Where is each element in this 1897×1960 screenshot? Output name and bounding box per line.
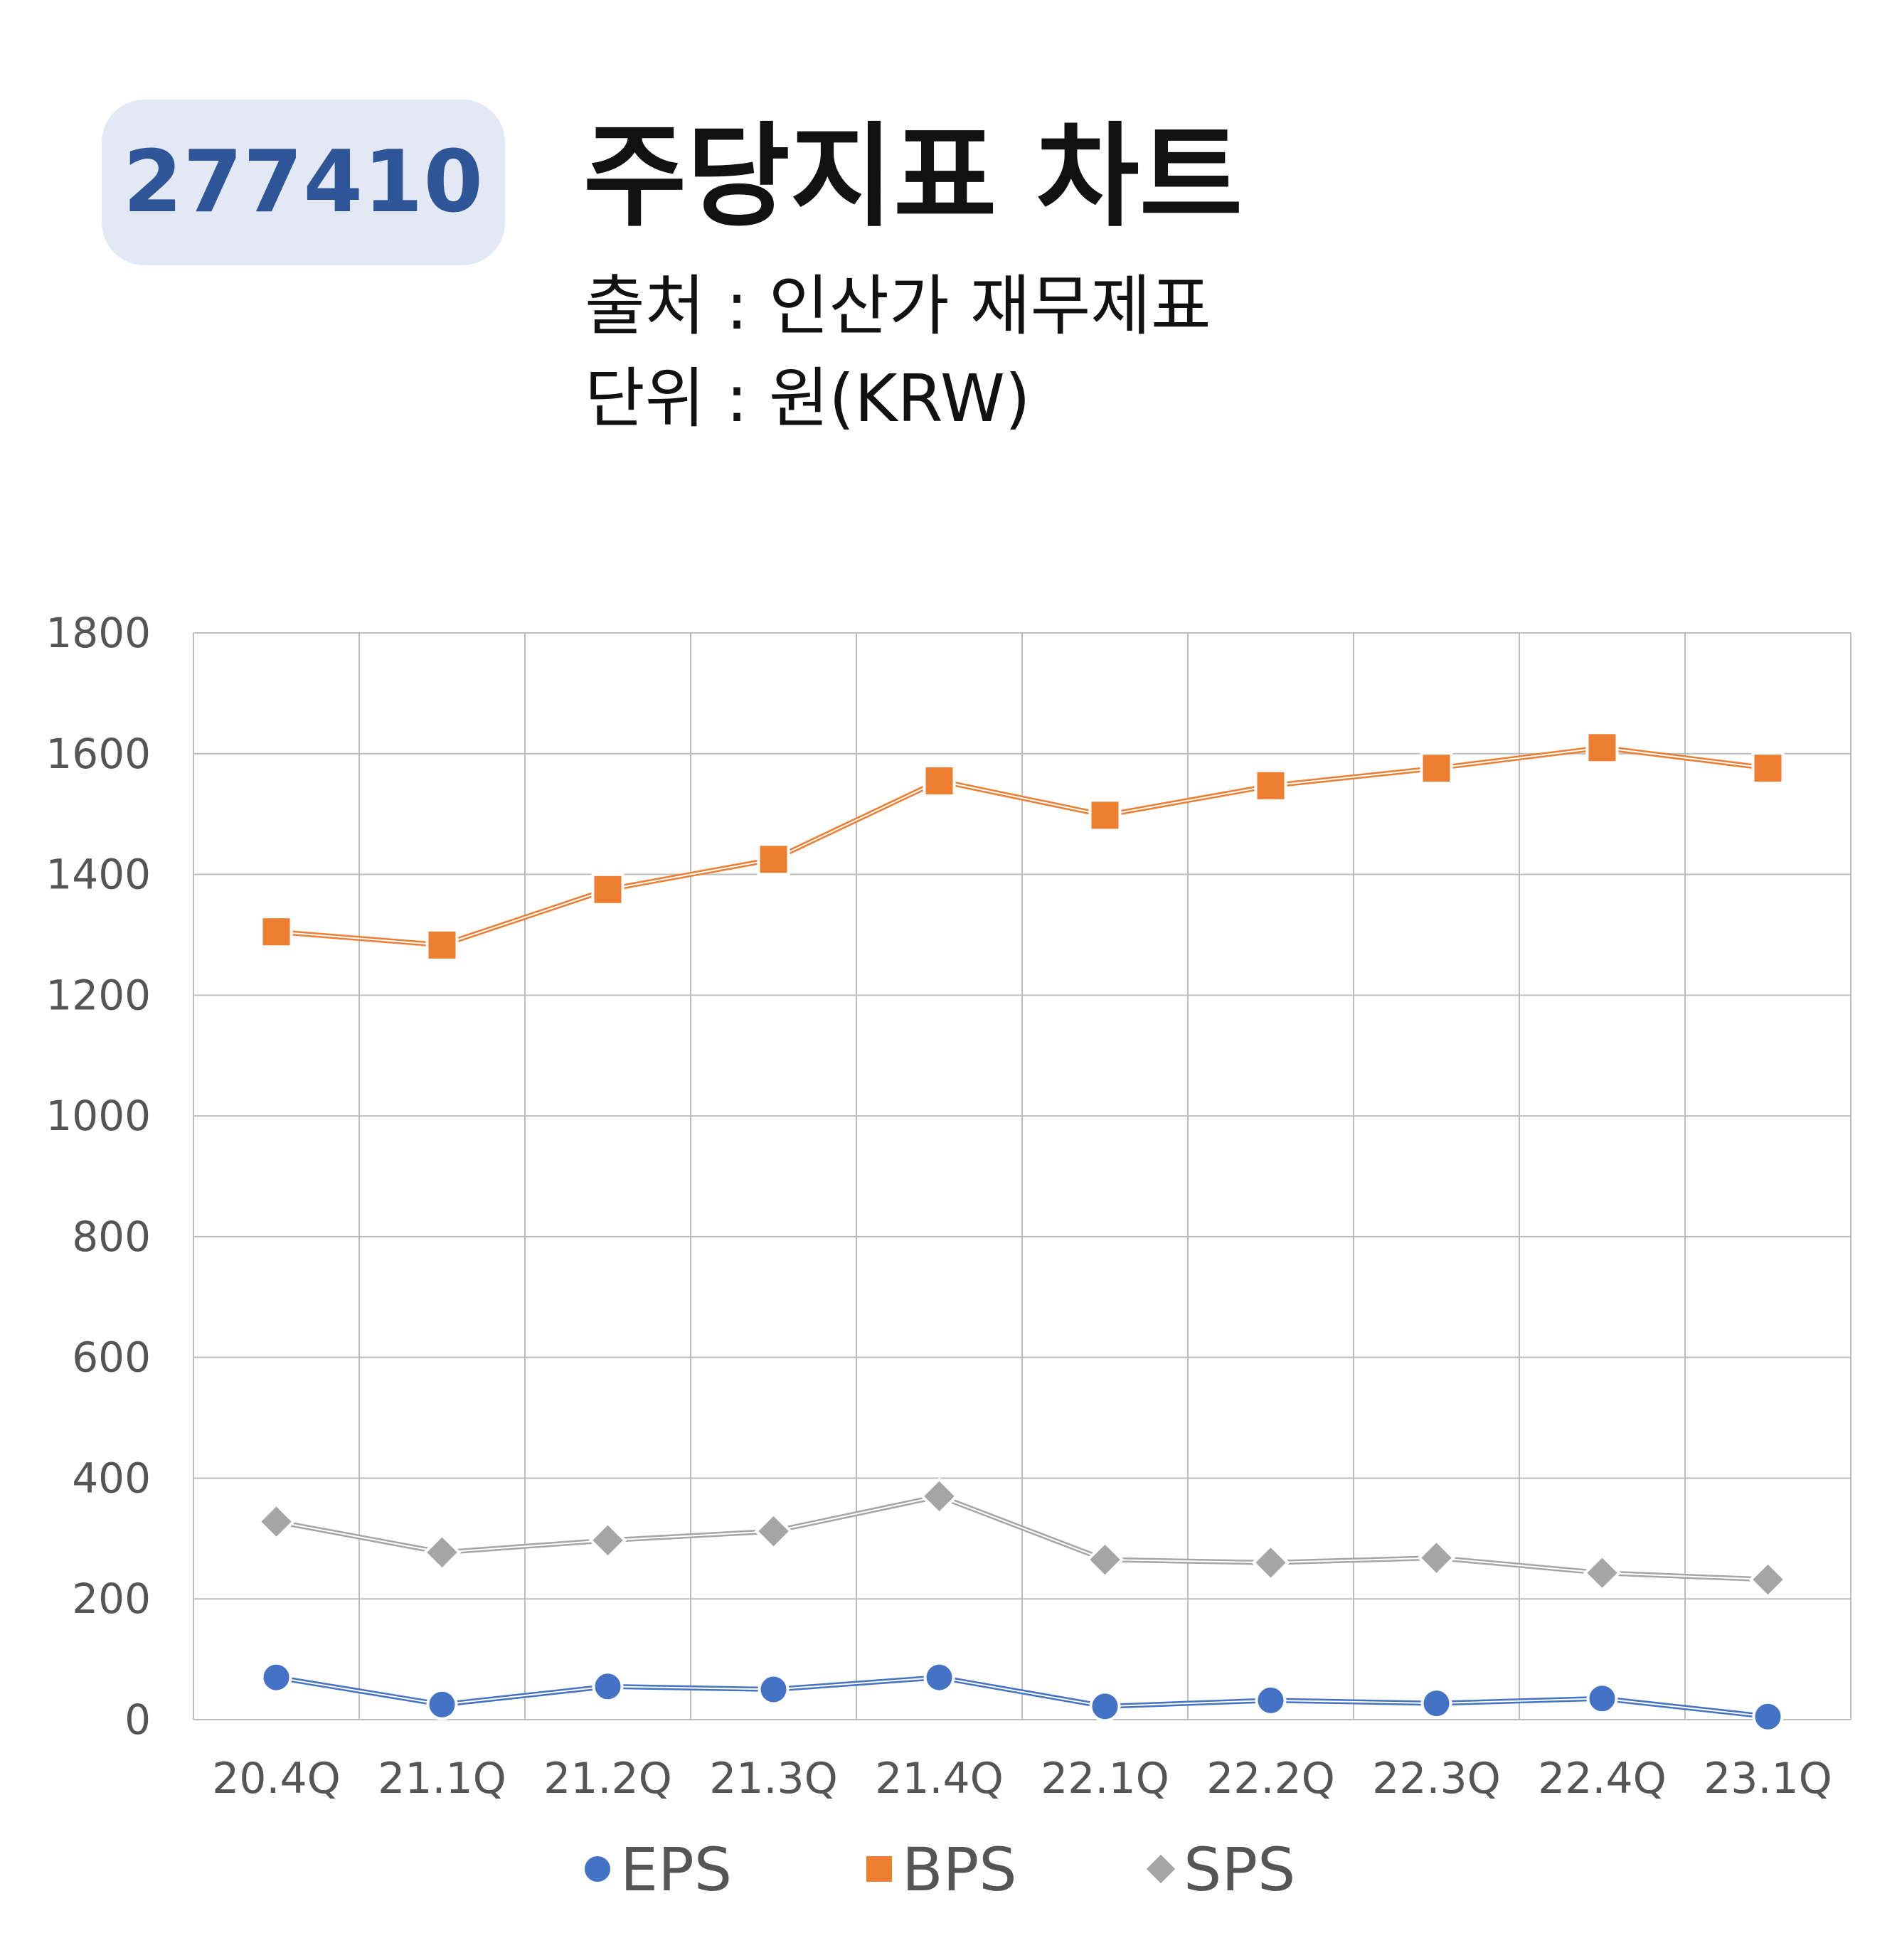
eps-point: [1586, 1683, 1618, 1715]
bps-point: [757, 843, 790, 876]
eps-line-highlight: [276, 1676, 1768, 1717]
eps-point: [923, 1661, 955, 1693]
eps-point: [592, 1671, 624, 1703]
eps-point: [1089, 1690, 1121, 1722]
sps-point: [588, 1521, 627, 1560]
chart-title: 주당지표 차트: [583, 112, 1243, 243]
x-tick-label: 21.1Q: [378, 1754, 506, 1804]
bps-point: [1254, 769, 1287, 802]
legend-sps-marker: [1142, 1850, 1179, 1887]
x-tick-label: 23.1Q: [1704, 1754, 1832, 1804]
bps-point: [1420, 752, 1453, 785]
bps-point: [1751, 752, 1785, 785]
bps-point: [1088, 799, 1122, 832]
bps-point: [260, 915, 293, 949]
sps-point: [423, 1533, 462, 1572]
y-tick-label: 400: [72, 1454, 151, 1502]
y-tick-label: 200: [72, 1575, 151, 1623]
y-tick-label: 1200: [46, 971, 151, 1019]
y-tick-label: 1600: [46, 730, 151, 778]
bps-line-highlight: [276, 747, 1768, 946]
y-tick-label: 0: [124, 1695, 151, 1744]
legend-bps-label: BPS: [902, 1835, 1017, 1905]
sps-point: [920, 1477, 959, 1516]
legend-sps-label: SPS: [1184, 1835, 1295, 1905]
unit-text: 단위 : 원(KRW): [585, 361, 1031, 437]
sps-point: [1417, 1538, 1456, 1577]
legend-bps-marker: [864, 1853, 895, 1885]
eps-point: [260, 1661, 292, 1693]
sps-point: [1085, 1540, 1125, 1579]
sps-point: [1748, 1560, 1787, 1599]
stock-code-badge: 277410: [102, 100, 505, 265]
stock-code: 277410: [123, 133, 484, 232]
sps-line-highlight: [276, 1495, 1768, 1581]
eps-point: [758, 1673, 790, 1705]
x-tick-label: 21.2Q: [543, 1754, 672, 1804]
y-tick-label: 600: [72, 1333, 151, 1382]
y-tick-label: 1800: [46, 609, 151, 657]
legend-eps-marker: [582, 1853, 613, 1885]
y-tick-label: 1000: [46, 1092, 151, 1140]
eps-point: [1752, 1700, 1784, 1732]
source-text: 출처 : 인산가 재무제표: [585, 268, 1211, 344]
x-tick-label: 21.3Q: [709, 1754, 838, 1804]
sps-point: [1583, 1553, 1622, 1592]
x-tick-label: 21.4Q: [875, 1754, 1004, 1804]
x-tick-label: 22.3Q: [1372, 1754, 1501, 1804]
sps-point: [1251, 1543, 1290, 1582]
eps-point: [426, 1688, 458, 1720]
bps-point: [591, 873, 625, 906]
eps-point: [1420, 1688, 1452, 1720]
x-tick-label: 22.1Q: [1041, 1754, 1169, 1804]
y-tick-label: 1400: [46, 851, 151, 899]
x-tick-label: 20.4Q: [212, 1754, 341, 1804]
y-tick-label: 800: [72, 1213, 151, 1261]
eps-point: [1255, 1684, 1287, 1716]
x-tick-label: 22.2Q: [1206, 1754, 1335, 1804]
x-tick-label: 22.4Q: [1538, 1754, 1667, 1804]
bps-point: [923, 764, 956, 797]
legend-eps-label: EPS: [620, 1835, 732, 1905]
bps-point: [425, 928, 459, 962]
sps-point: [754, 1512, 793, 1550]
bps-point: [1585, 731, 1619, 765]
sps-point: [257, 1502, 296, 1541]
